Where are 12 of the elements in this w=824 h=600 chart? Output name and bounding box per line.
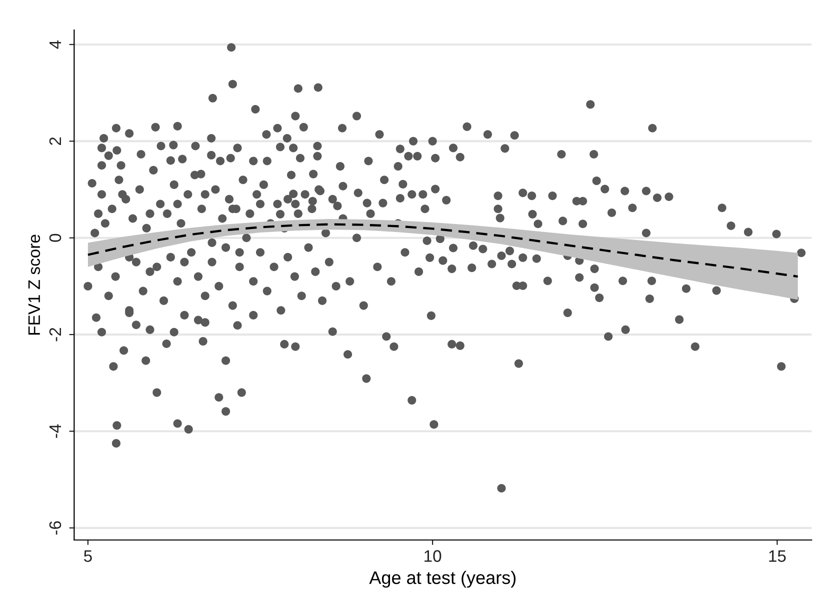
- x-tick-label: 5: [84, 550, 92, 562]
- y-tick-label: -6: [49, 521, 62, 535]
- y-tick-label: 2: [49, 137, 61, 145]
- y-tick-label: -4: [50, 424, 61, 438]
- x-tick-label: 10: [424, 550, 442, 562]
- y-tick-label: 4: [50, 40, 61, 49]
- y-axis-title: FEV1 Z score: [28, 234, 40, 335]
- y-tick-label: -2: [49, 328, 61, 342]
- x-axis-title: Age at test (years): [369, 570, 516, 588]
- line-series: [86, 223, 799, 278]
- x-tick-label: 15: [769, 550, 786, 562]
- y-tick-label: 0: [49, 234, 62, 242]
